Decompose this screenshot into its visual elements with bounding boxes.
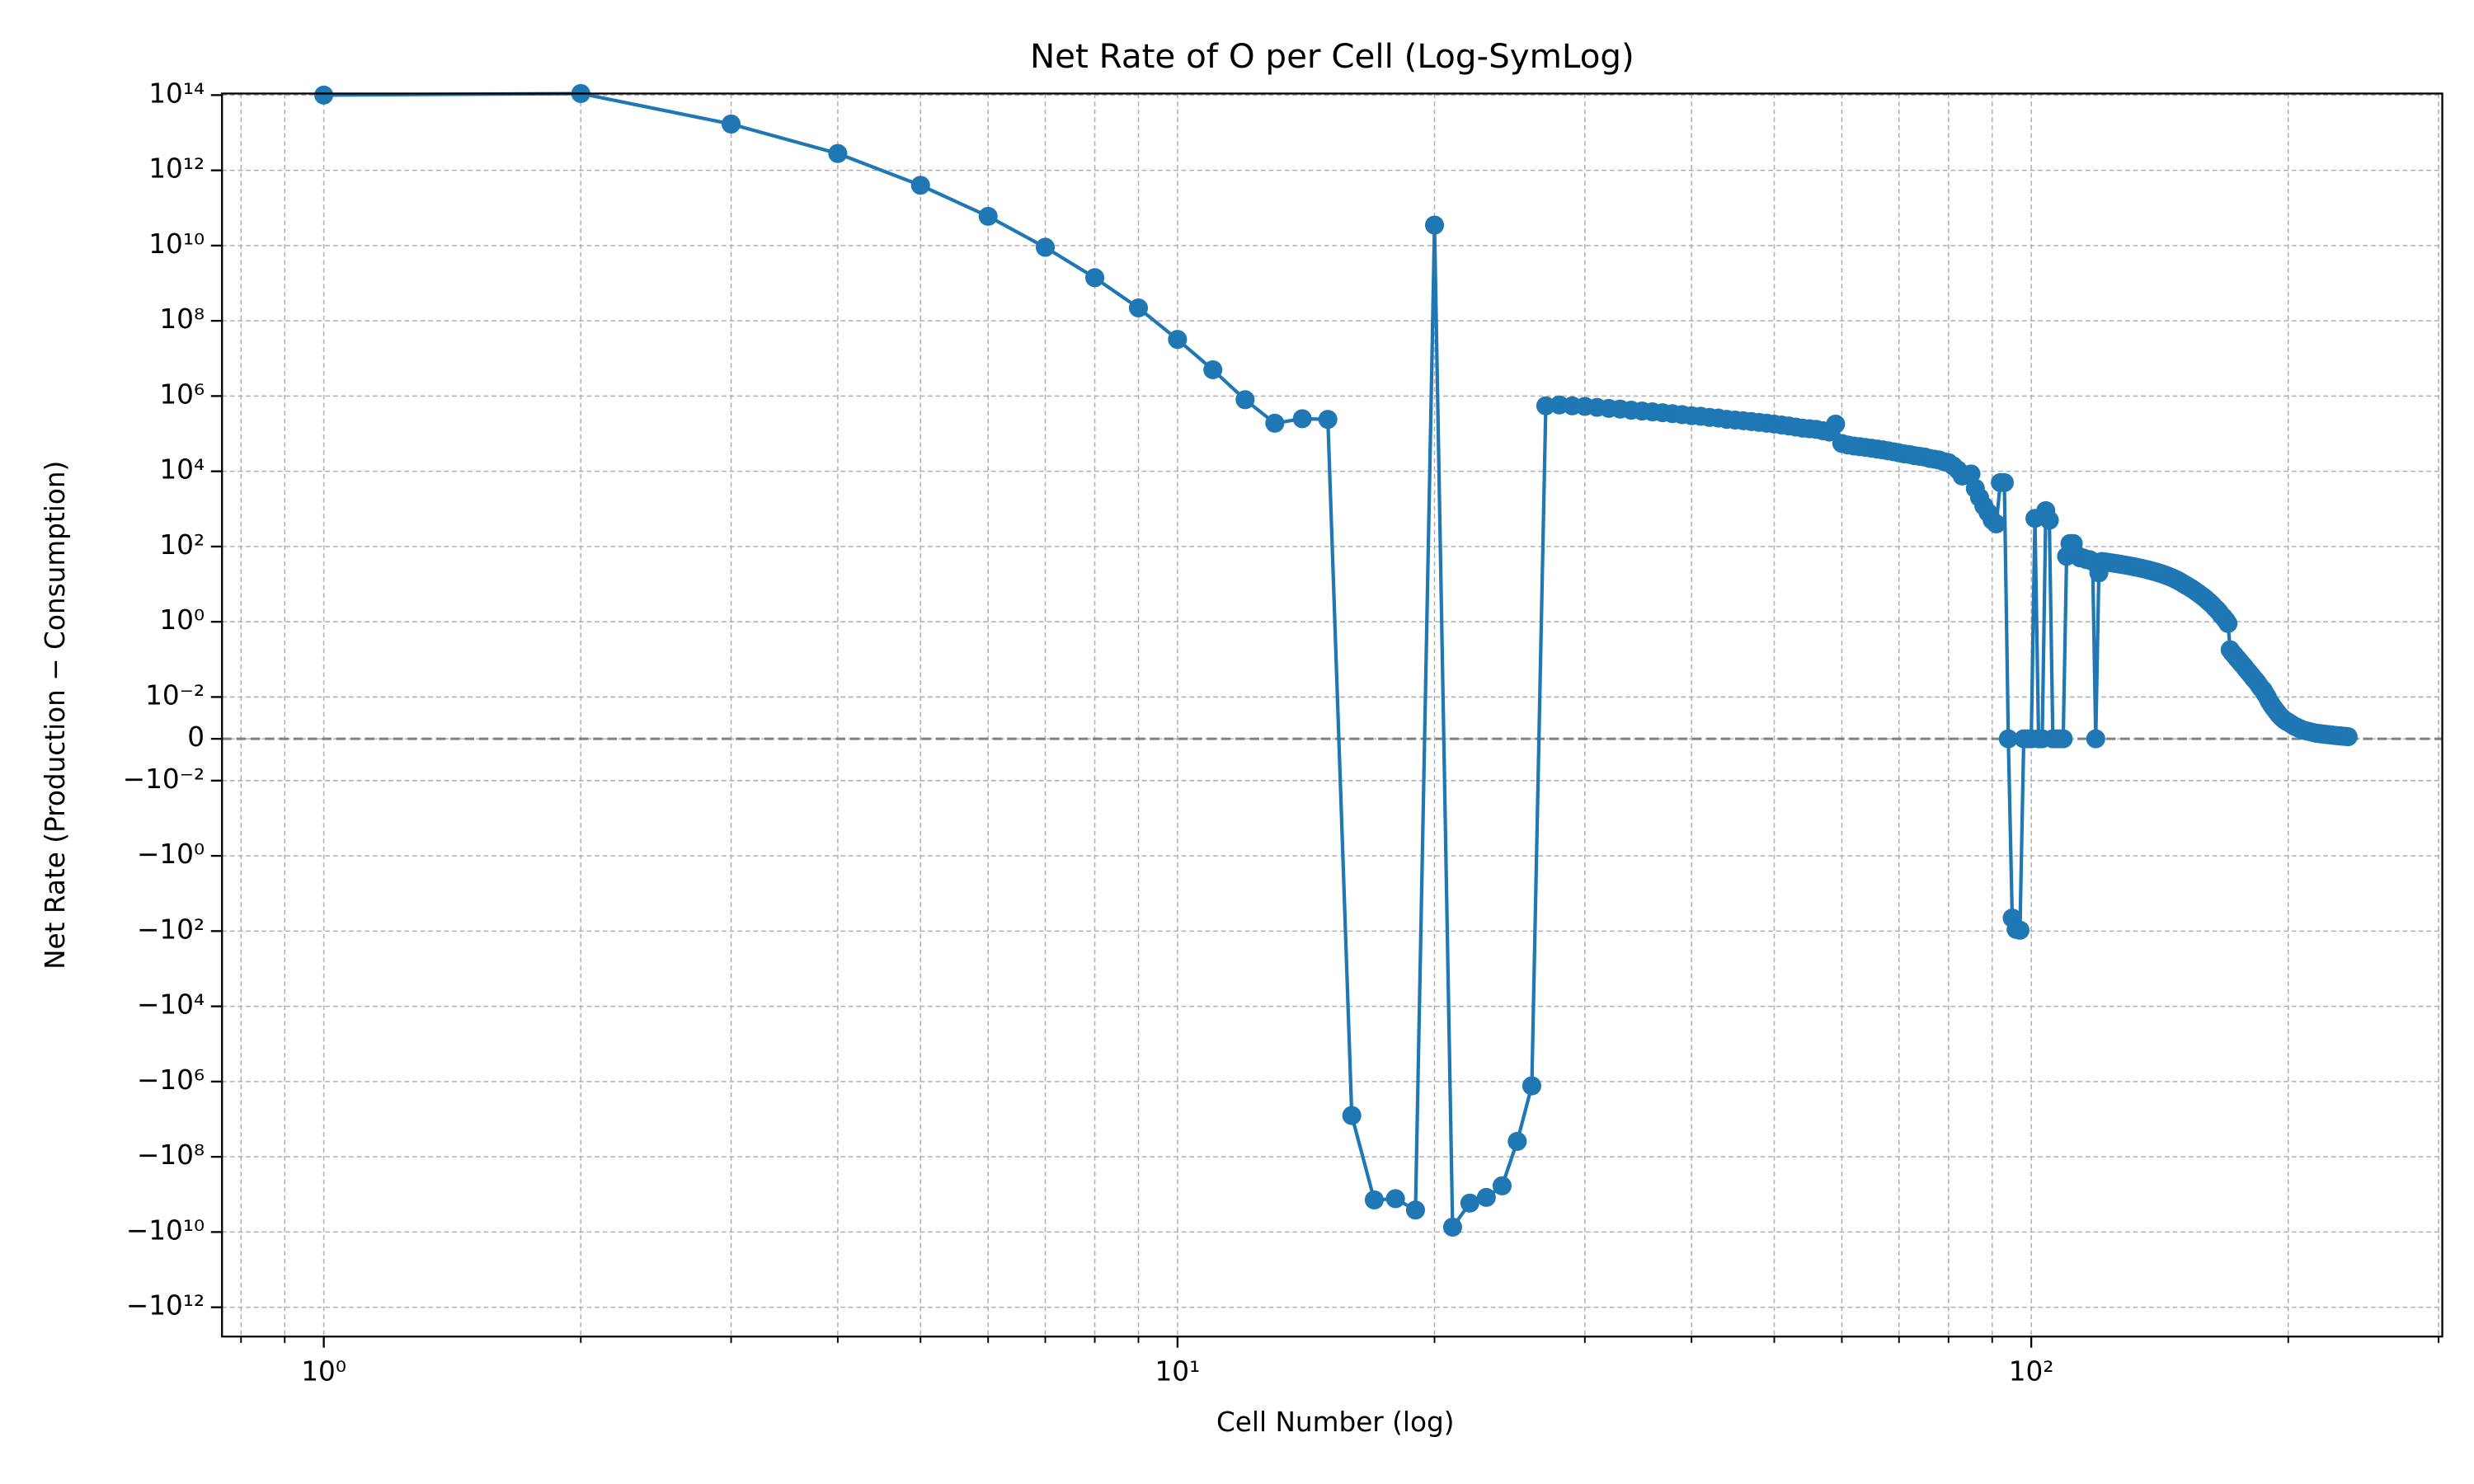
data-point xyxy=(1364,1190,1384,1209)
data-point xyxy=(2338,727,2358,747)
data-point xyxy=(1235,390,1255,410)
y-tick-label: −10⁰ xyxy=(137,838,205,870)
data-point xyxy=(1085,268,1105,288)
data-point xyxy=(1522,1076,1542,1096)
data-point xyxy=(2053,729,2073,749)
data-point xyxy=(2010,920,2030,940)
y-tick-label: 10¹⁴ xyxy=(148,77,205,109)
data-point xyxy=(2039,510,2059,530)
y-tick-label: −10¹⁰ xyxy=(126,1214,205,1246)
data-point xyxy=(1826,414,1846,434)
x-axis-label: Cell Number (log) xyxy=(1216,1407,1455,1438)
data-point xyxy=(1492,1176,1512,1195)
y-tick-label: 10⁰ xyxy=(159,604,205,636)
data-point xyxy=(1318,410,1338,430)
data-point xyxy=(1265,413,1285,433)
data-point xyxy=(314,85,334,105)
data-point xyxy=(1035,237,1056,257)
y-tick-label: 10⁴ xyxy=(159,454,205,486)
y-tick-label: 0 xyxy=(187,721,205,753)
axes: 10⁰ 10¹ 10² 10¹⁴ 10¹² 10¹⁰ 10⁸ 10⁶ 10⁴ 10² 10⁰ 10⁻²… xyxy=(123,77,2440,1387)
data-point xyxy=(1168,330,1188,350)
y-tick-label: −10² xyxy=(137,913,205,945)
y-tick-label: −10⁴ xyxy=(137,989,205,1021)
axes-frame xyxy=(221,92,2443,1338)
data-point xyxy=(978,206,998,226)
data-point xyxy=(1385,1189,1405,1209)
data-point xyxy=(1998,729,2018,749)
data-point xyxy=(1405,1200,1425,1220)
data-point xyxy=(2218,613,2238,633)
y-tick-label: −10⁶ xyxy=(137,1064,205,1096)
y-tick-label: 10⁸ xyxy=(159,303,205,335)
y-tick-label: −10⁸ xyxy=(137,1139,205,1171)
x-tick-label: 10¹ xyxy=(1155,1355,1201,1387)
data-point xyxy=(1987,514,2006,533)
y-tick-label: 10⁶ xyxy=(159,378,205,410)
y-tick-label: 10⁻² xyxy=(145,679,205,711)
data-point xyxy=(2086,729,2105,749)
x-tick-label: 10² xyxy=(2009,1355,2054,1387)
data-point xyxy=(1203,359,1223,380)
data-point xyxy=(1128,298,1149,318)
data-point xyxy=(1961,464,1981,484)
data-point xyxy=(1460,1193,1479,1213)
chart-title: Net Rate of O per Cell (Log-SymLog) xyxy=(1030,37,1634,76)
y-tick-label: 10¹² xyxy=(148,153,205,185)
data-point xyxy=(1994,472,2015,492)
data-point xyxy=(1507,1131,1527,1152)
data-point xyxy=(1536,396,1555,416)
y-tick-label: 10² xyxy=(159,529,205,561)
data-point xyxy=(910,176,930,195)
x-tick-label: 10⁰ xyxy=(301,1355,346,1387)
y-tick-label: 10¹⁰ xyxy=(148,228,205,260)
y-axis-label: Net Rate (Production − Consumption) xyxy=(40,461,71,970)
y-tick-label: −10⁻² xyxy=(123,763,205,795)
data-point xyxy=(1342,1106,1362,1125)
plot-area xyxy=(222,83,2443,1237)
data-point xyxy=(1442,1217,1462,1237)
data-point xyxy=(828,143,848,163)
y-tick-label: −10¹² xyxy=(126,1290,205,1322)
data-point xyxy=(1292,409,1312,429)
data-point xyxy=(722,114,741,134)
data-point xyxy=(1476,1187,1496,1207)
data-point xyxy=(1424,215,1445,235)
